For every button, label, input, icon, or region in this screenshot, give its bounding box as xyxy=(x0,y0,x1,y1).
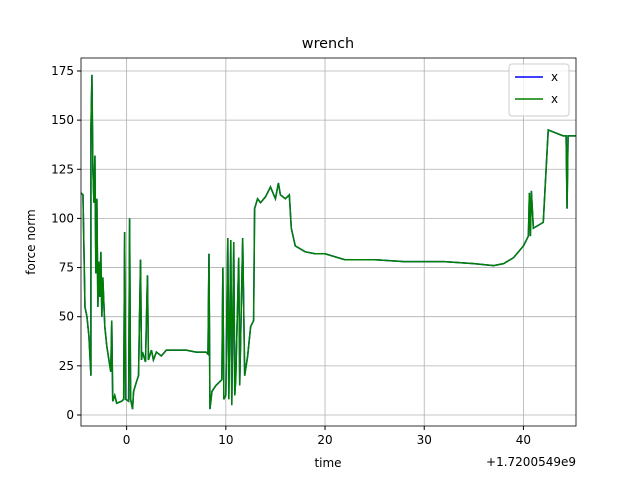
y-tick-label: 100 xyxy=(51,211,74,225)
y-tick-label: 25 xyxy=(59,359,74,373)
y-axis-label: force norm xyxy=(24,209,38,274)
legend-box xyxy=(508,63,570,117)
legend-label: x xyxy=(551,70,558,84)
offset-text: +1.7200549e9 xyxy=(486,455,576,469)
x-axis-label: time xyxy=(314,456,341,470)
x-tick-label: 20 xyxy=(317,433,332,447)
x-tick-label: 40 xyxy=(516,433,531,447)
legend-label: x xyxy=(551,92,558,106)
y-tick-label: 0 xyxy=(66,408,74,422)
x-tick-label: 10 xyxy=(218,433,233,447)
y-tick-label: 175 xyxy=(51,64,74,78)
series-line xyxy=(81,74,576,410)
series-line xyxy=(81,74,576,410)
y-tick-label: 125 xyxy=(51,162,74,176)
y-tick-label: 75 xyxy=(59,261,74,275)
plot-frame xyxy=(80,57,577,427)
y-tick-label: 50 xyxy=(59,310,74,324)
chart-title: wrench xyxy=(302,36,354,52)
y-tick-label: 150 xyxy=(51,113,74,127)
x-tick-label: 30 xyxy=(417,433,432,447)
x-tick-label: 0 xyxy=(123,433,131,447)
